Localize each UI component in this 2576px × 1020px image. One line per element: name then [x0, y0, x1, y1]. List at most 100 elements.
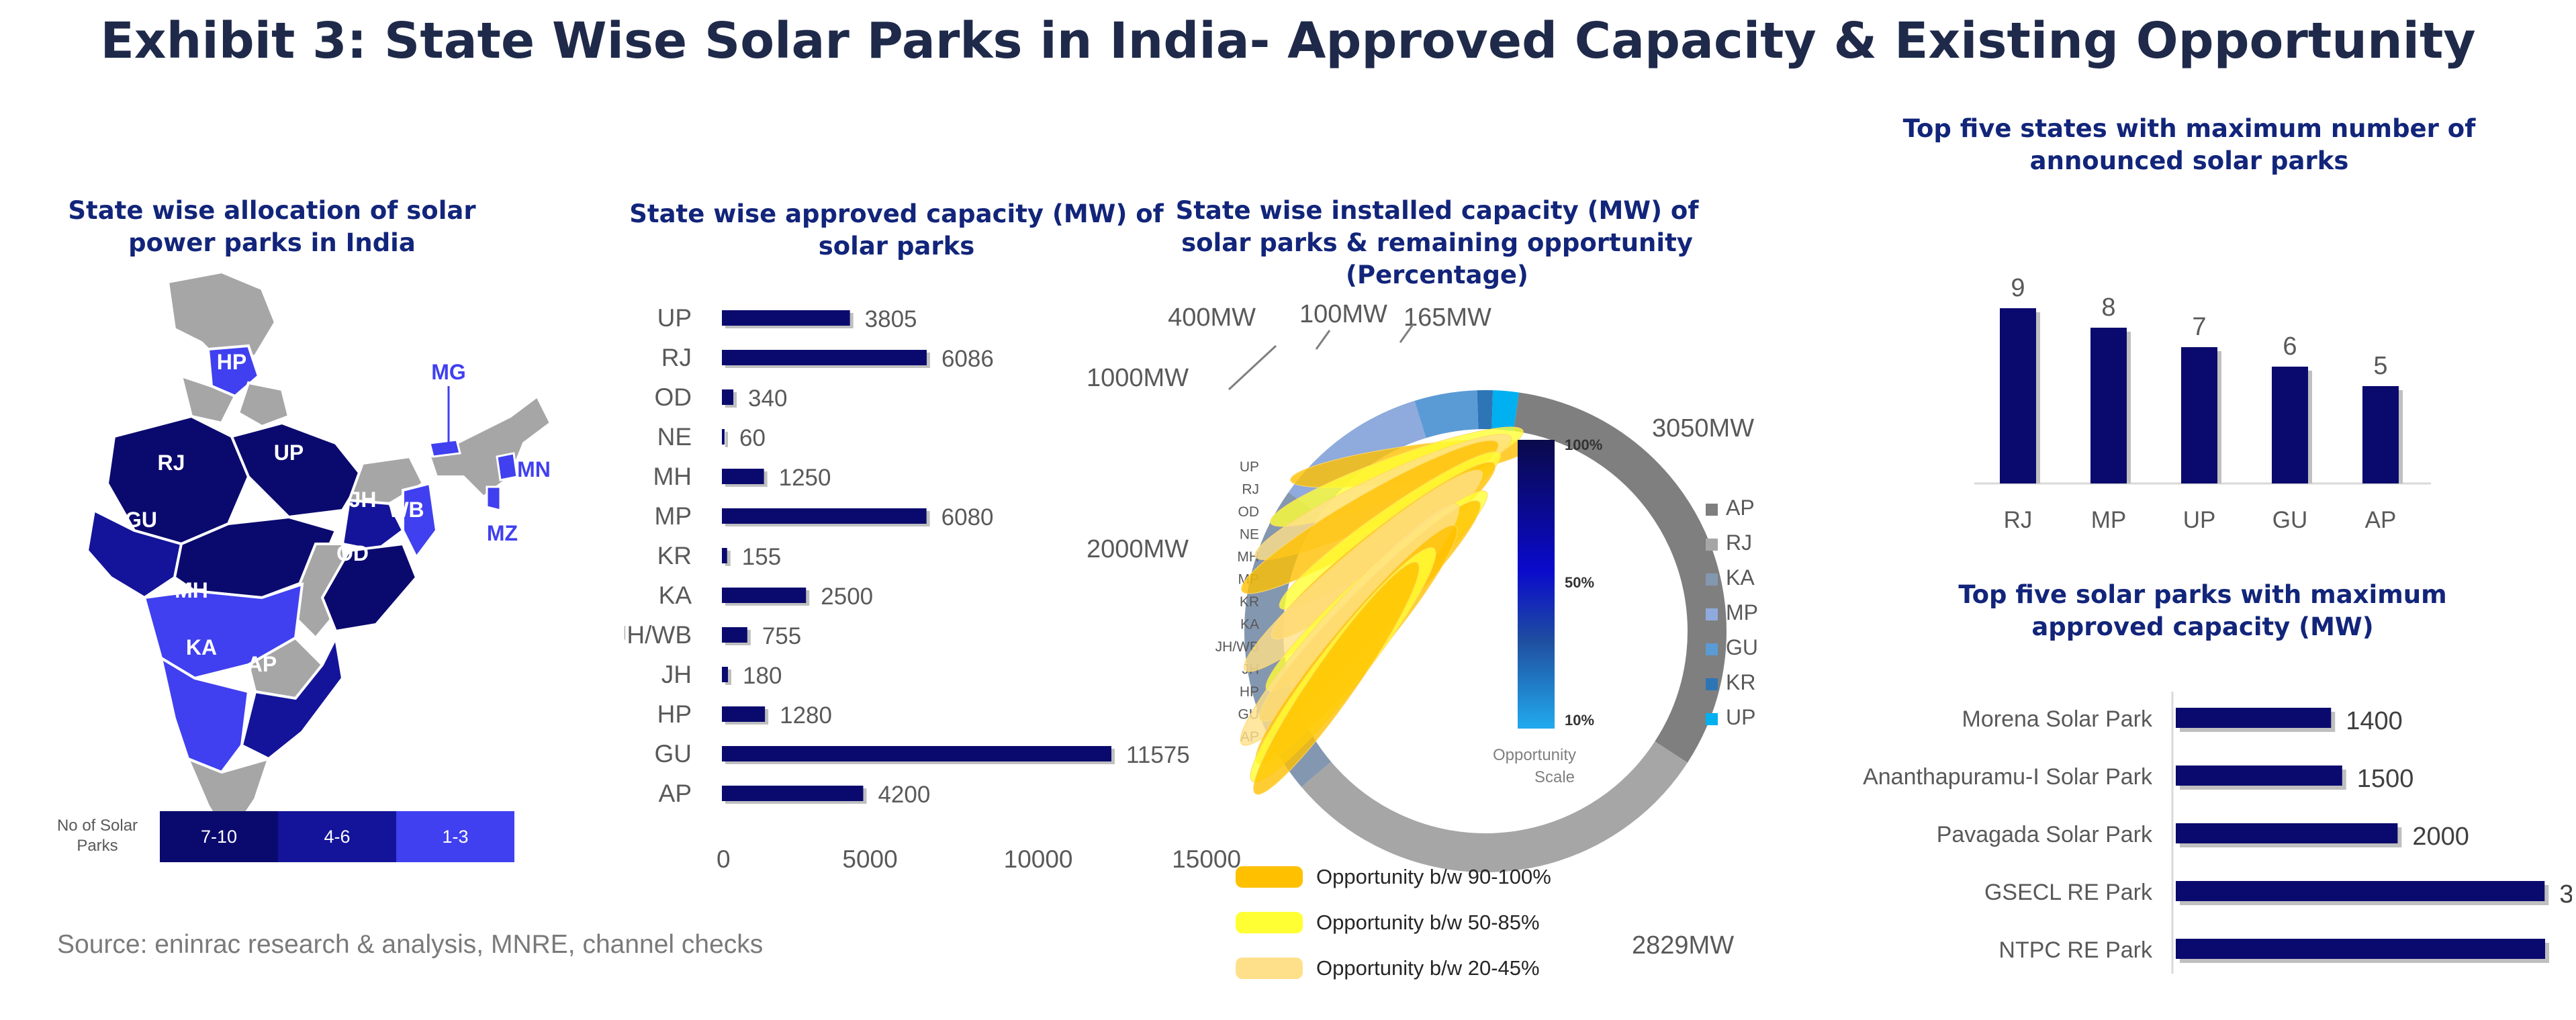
parks-category-label: GSECL RE Park: [1984, 880, 2153, 905]
parks-bar: [2176, 881, 2545, 901]
map-state-label: MH: [175, 578, 208, 602]
inner-state-label: KR: [1240, 594, 1259, 610]
opportunity-legend-label: Opportunity b/w 20-45%: [1316, 956, 1540, 980]
map-legend-item: 7-10: [160, 811, 278, 862]
cap-bar-shadow: [725, 669, 732, 685]
installed-capacity-donut: 3050MW 2829MW 2000MW 1000MW 400MW 100MW 165MW U…: [1087, 300, 1758, 980]
cap-category-label: RJ: [661, 344, 692, 371]
donut-legend-label: KA: [1726, 565, 1755, 590]
parks-category-label: Pavagada Solar Park: [1937, 822, 2153, 847]
map-state-south: [185, 756, 271, 842]
cap-value-label: 3805: [865, 306, 917, 332]
cap-value-label: 60: [739, 425, 766, 451]
cap-category-label: JH: [661, 661, 692, 688]
map-state-label: WB: [388, 498, 424, 522]
map-state-label: OD: [336, 541, 369, 565]
cap-bar: [722, 310, 850, 326]
cap-value-label: 4200: [878, 782, 930, 808]
cap-x-tick: 10000: [1004, 845, 1073, 873]
cap-category-label: GU: [655, 740, 692, 768]
map-labels: HP RJ UP GU MP JH WB MH OD KA AP MG MN MZ: [125, 350, 551, 676]
approved-capacity-title: State wise approved capacity (MW) of sol…: [629, 199, 1164, 261]
donut-slice-label: 3050MW: [1652, 414, 1754, 443]
donut-leader-line: [1228, 344, 1277, 391]
donut-slice-label: 165MW: [1404, 304, 1491, 332]
map-state-label: UP: [274, 441, 304, 465]
states-value-label: 5: [2373, 352, 2387, 380]
cap-x-tick: 0: [717, 845, 731, 873]
map-state-ap: [240, 633, 344, 761]
donut-legend-swatch: [1706, 678, 1718, 690]
map-state-label: MP: [236, 498, 268, 522]
approved-capacity-chart: UP 3805 RJ 6086 OD 340 NE 60 MH 1250 MP 6080 KR 155 KA…: [625, 304, 1241, 873]
cap-category-label: MP: [655, 502, 692, 530]
donut-legend-label: UP: [1726, 705, 1755, 729]
states-bar: [2090, 328, 2127, 483]
donut-leader-line: [1315, 330, 1331, 350]
parks-value-label: 1400: [2346, 707, 2403, 735]
donut-legend-label: RJ: [1726, 530, 1752, 555]
cap-bar: [722, 627, 747, 643]
top-states-title: Top five states with maximum number of a…: [1902, 114, 2476, 175]
donut-legend-swatch: [1706, 643, 1718, 655]
cap-value-label: 755: [762, 623, 801, 649]
parks-value-label: 2000: [2412, 823, 2469, 851]
map-state-label: JH: [349, 488, 377, 512]
top-parks-title: Top five solar parks with maximum approv…: [1958, 580, 2447, 641]
map-state-ka: [159, 655, 250, 774]
parks-bar: [2176, 939, 2545, 959]
cap-value-label: 180: [743, 663, 782, 689]
cap-x-tick: 15000: [1172, 845, 1241, 873]
states-bar: [2362, 386, 2399, 483]
parks-category-label: Morena Solar Park: [1962, 706, 2153, 732]
map-state-label: MZ: [487, 521, 518, 545]
cap-bar: [722, 746, 1111, 761]
map-state-ne: [428, 393, 553, 499]
cap-category-label: MH: [653, 463, 692, 490]
top-parks-chart: Morena Solar Park 1400 Ananthapuramu-I Sol…: [1863, 692, 2572, 974]
page-title: Exhibit 3: State Wise Solar Parks in Ind…: [100, 12, 2476, 70]
cap-bar: [722, 429, 725, 445]
states-bar: [2272, 367, 2308, 483]
map-state-uk: [236, 381, 291, 428]
donut-legend-swatch: [1706, 573, 1718, 586]
donut-slice-label: 2829MW: [1632, 931, 1734, 960]
donut-legend-swatch: [1706, 539, 1718, 551]
map-state-mg: [428, 438, 461, 458]
map-shapes: [85, 270, 553, 842]
states-value-label: 6: [2283, 332, 2297, 361]
states-bar: [2000, 308, 2036, 483]
cap-bar: [722, 588, 807, 603]
map-state-jh: [340, 498, 405, 553]
donut-slice: [1491, 390, 1519, 431]
donut-legend-swatch: [1706, 713, 1718, 725]
map-state-wb: [402, 481, 439, 560]
parks-bar: [2176, 823, 2398, 843]
cap-category-label: KR: [657, 542, 692, 569]
map-state-label: RJ: [158, 451, 185, 475]
map-state-label: MG: [431, 360, 466, 384]
top-states-chart: 9 RJ 8 MP 7 UP 6 GU 5 AP: [1974, 274, 2431, 533]
donut-slice-label: 2000MW: [1087, 535, 1189, 563]
inner-state-label: HP: [1240, 684, 1259, 700]
cap-category-label: OD: [655, 383, 692, 411]
scale-tick: 100%: [1565, 436, 1602, 453]
states-value-label: 8: [2101, 293, 2115, 322]
cap-value-label: 11575: [1126, 742, 1190, 768]
map-state-od: [320, 542, 418, 633]
donut-slice: [1414, 390, 1479, 438]
cap-bar: [722, 706, 766, 722]
map-legend: 7-10 4-6 1-3: [160, 811, 514, 862]
map-state-label: KA: [186, 635, 217, 659]
scale-tick: 10%: [1565, 712, 1594, 729]
cap-bar: [722, 469, 764, 484]
donut-legend-label: MP: [1726, 600, 1758, 624]
opportunity-ellipse: [1253, 561, 1420, 795]
parks-category-label: Ananthapuramu-I Solar Park: [1863, 764, 2153, 790]
cap-value-label: 1280: [780, 702, 832, 729]
scale-tick: 50%: [1565, 574, 1594, 591]
cap-category-label: KA: [659, 582, 692, 609]
donut-slice: [1301, 741, 1688, 872]
states-bar: [2181, 347, 2217, 483]
map-state-mz: [486, 485, 502, 512]
